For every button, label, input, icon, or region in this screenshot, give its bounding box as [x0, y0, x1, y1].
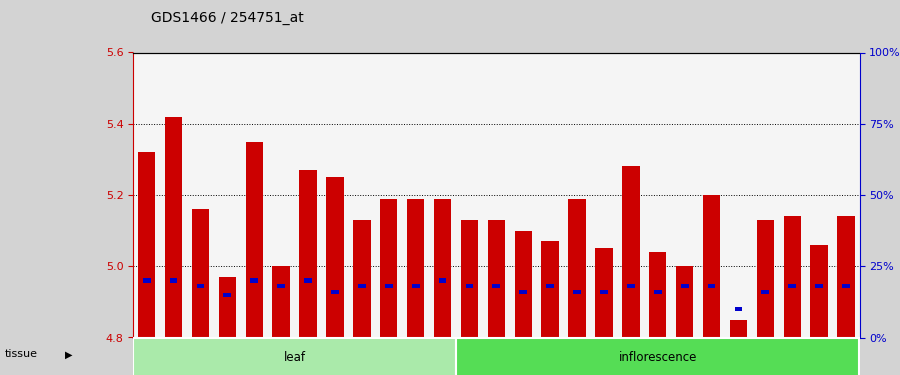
Text: tissue: tissue	[4, 350, 38, 359]
Bar	[438, 278, 446, 283]
Bar	[810, 245, 828, 338]
Bar	[407, 198, 425, 338]
Bar	[246, 142, 263, 338]
Bar	[492, 284, 500, 288]
Bar	[837, 216, 855, 338]
Bar	[815, 284, 824, 288]
Bar	[488, 220, 505, 338]
Text: GDS1466 / 254751_at: GDS1466 / 254751_at	[151, 11, 304, 25]
FancyBboxPatch shape	[456, 338, 860, 375]
Bar	[385, 284, 392, 288]
Bar	[300, 170, 317, 338]
Bar	[196, 284, 204, 288]
Bar	[734, 307, 742, 311]
Text: ▶: ▶	[65, 350, 72, 359]
Bar	[627, 284, 634, 288]
Bar	[380, 198, 398, 338]
Bar	[358, 284, 365, 288]
Bar	[143, 278, 150, 283]
Bar	[600, 290, 608, 294]
Bar	[730, 320, 747, 338]
Bar	[676, 266, 693, 338]
Bar	[761, 290, 770, 294]
Bar	[465, 284, 473, 288]
Bar	[568, 198, 586, 338]
Bar	[649, 252, 667, 338]
Bar	[515, 231, 532, 338]
Bar	[434, 198, 451, 338]
Bar	[169, 278, 177, 283]
Text: leaf: leaf	[284, 351, 306, 364]
Bar	[784, 216, 801, 338]
Bar	[277, 284, 285, 288]
Bar	[622, 166, 640, 338]
Bar	[273, 266, 290, 338]
Bar	[353, 220, 371, 338]
Bar	[331, 290, 339, 294]
Bar	[223, 292, 231, 297]
Bar	[192, 209, 209, 338]
Bar	[595, 248, 613, 338]
FancyBboxPatch shape	[133, 338, 456, 375]
Bar	[304, 278, 312, 283]
Bar	[573, 290, 581, 294]
Bar	[707, 284, 716, 288]
Bar	[546, 284, 554, 288]
Bar	[411, 284, 419, 288]
Bar	[680, 284, 688, 288]
Text: inflorescence: inflorescence	[618, 351, 697, 364]
Bar	[788, 284, 796, 288]
Bar	[326, 177, 344, 338]
Bar	[219, 277, 236, 338]
Bar	[250, 278, 258, 283]
Bar	[542, 241, 559, 338]
Bar	[461, 220, 478, 338]
Bar	[842, 284, 850, 288]
Bar	[138, 152, 156, 338]
Bar	[653, 290, 662, 294]
Bar	[165, 117, 183, 338]
Bar	[757, 220, 774, 338]
Bar	[519, 290, 527, 294]
Bar	[703, 195, 720, 338]
